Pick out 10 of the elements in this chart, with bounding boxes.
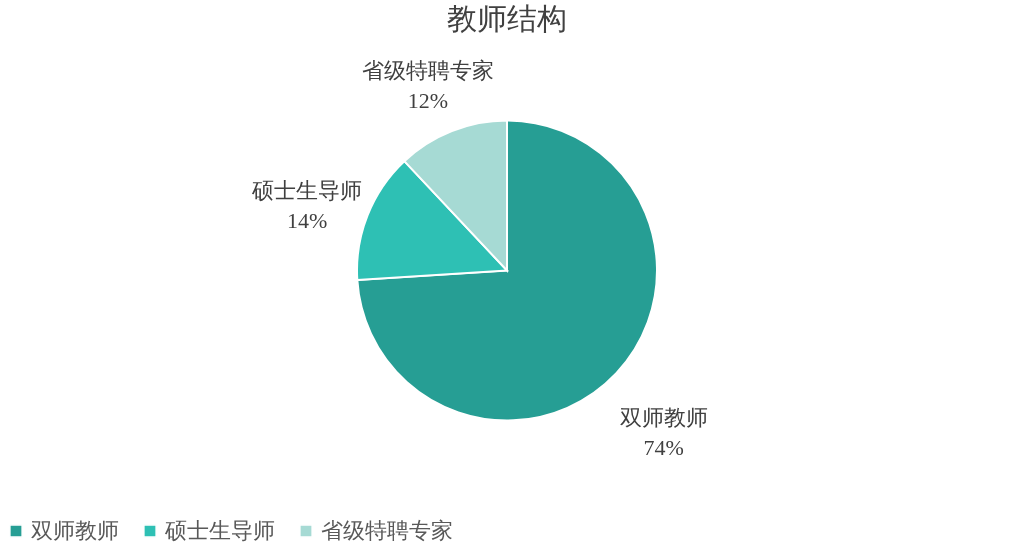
slice-label: 双师教师 (619, 404, 708, 430)
data-label: 14% (286, 208, 328, 234)
data-label: 74% (643, 434, 684, 460)
legend-label: 双师教师 (31, 518, 119, 543)
slice-label: 省级特聘专家 (361, 57, 494, 83)
slice-label: 硕士生导师 (251, 178, 363, 204)
chart-title: 教师结构 (447, 2, 567, 35)
legend-label: 硕士生导师 (164, 518, 275, 543)
data-label: 12% (407, 87, 449, 113)
legend-label: 省级特聘专家 (321, 518, 453, 543)
